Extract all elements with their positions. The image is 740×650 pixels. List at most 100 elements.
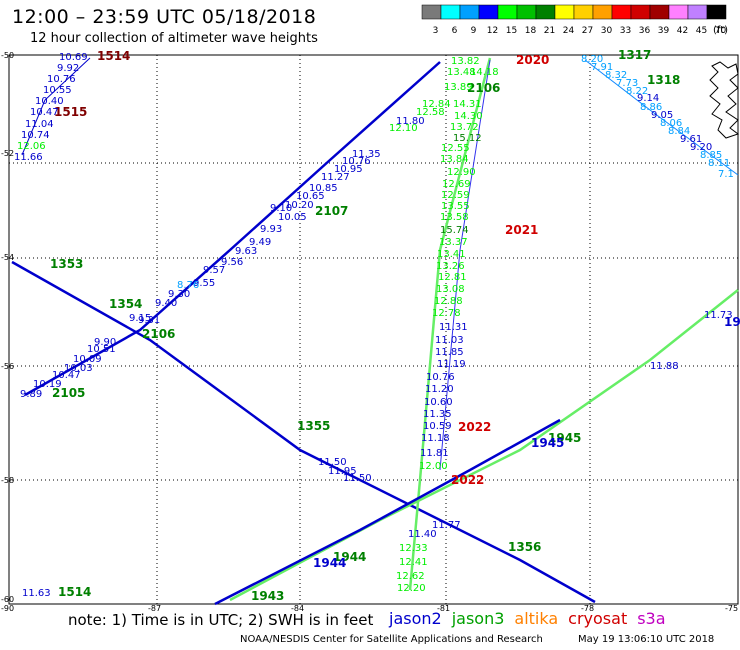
wave-height-label: 9.90 (94, 337, 116, 348)
pass-time-label: 2020 (516, 53, 549, 67)
wave-height-label: 11.85 (435, 347, 464, 358)
wave-height-label: 12.90 (447, 167, 476, 178)
satellite-legend: jason2 jason3 altika cryosat s3a (389, 609, 676, 628)
wave-height-label: 8.85 (700, 150, 722, 161)
pass-time-label: 1514 (97, 49, 130, 63)
colorbar: 3 6 9 12 15 18 21 24 27 30 33 36 39 42 45 70 (421, 4, 727, 36)
wave-height-label: 12.06 (17, 141, 46, 152)
colorbar-label: 18 (525, 26, 537, 36)
wave-height-label: 12.20 (397, 583, 426, 594)
colorbar-label: 9 (471, 26, 477, 36)
wave-height-label: 10.47 (52, 370, 81, 381)
wave-height-label: 10.59 (423, 421, 452, 432)
colorbar-label: 70 (715, 26, 727, 36)
wave-height-label: 14.31 (453, 99, 482, 110)
colorbar-swatch (592, 4, 613, 20)
wave-height-label: 12.58 (416, 107, 445, 118)
satellite-jason2: jason2 (389, 609, 442, 628)
pass-time-labels: 1514 1515 2020 2021 2022 2022 1317 1318 2106 2107… (50, 48, 740, 603)
wave-height-label: 13.26 (436, 261, 465, 272)
colorbar-swatch (630, 4, 651, 20)
colorbar-swatch (706, 4, 727, 20)
map-frame (8, 54, 739, 605)
wave-height-label: 10.09 (73, 354, 102, 365)
wave-height-label: 13.84 (440, 154, 469, 165)
wave-height-label: 10.05 (278, 212, 307, 223)
ground-tracks (11, 57, 739, 606)
colorbar-swatch (497, 4, 518, 20)
wave-height-label: 9.55 (193, 278, 215, 289)
wave-height-label: 13.72 (450, 122, 479, 133)
wave-height-label: 11.18 (421, 433, 450, 444)
lon-label: -78 (581, 604, 594, 613)
wave-height-label: 14.18 (470, 67, 499, 78)
wave-height-label: 10.19 (33, 379, 62, 390)
pass-time-label: 1515 (54, 105, 87, 119)
wave-height-label: 10.03 (64, 363, 93, 374)
wave-height-label: 9.40 (155, 298, 177, 309)
wave-height-label: 11.04 (25, 119, 54, 130)
lat-label: -60 (1, 595, 14, 604)
wave-height-label: 9.31 (138, 315, 160, 326)
pass-time-label: 1943 (251, 589, 284, 603)
wave-height-label: 12.88 (434, 296, 463, 307)
wave-height-label: 11.95 (328, 466, 357, 477)
wave-height-label: 12.81 (438, 272, 467, 283)
wave-height-label: 8.86 (640, 102, 662, 113)
lat-label: -56 (1, 362, 14, 371)
track-upper-left (21, 57, 91, 156)
colorbar-swatch (535, 4, 556, 20)
wave-height-label: 12.55 (441, 143, 470, 154)
wave-height-label: 10.76 (342, 156, 371, 167)
colorbar-label: 33 (620, 26, 631, 36)
colorbar-label: 39 (658, 26, 670, 36)
wave-height-label: 13.55 (441, 201, 470, 212)
credit-text: NOAA/NESDIS Center for Satellite Applica… (240, 634, 543, 645)
colorbar-swatch (516, 4, 537, 20)
wave-height-label: 11.35 (423, 409, 452, 420)
wave-height-label: 12.62 (396, 571, 425, 582)
coastline (709, 61, 740, 139)
wave-height-label: 10.20 (285, 200, 314, 211)
wave-height-label: 12.59 (441, 190, 470, 201)
wave-height-label: 9.56 (221, 257, 243, 268)
track-jason2-ascending-left (24, 61, 441, 397)
wave-height-label: 7.1 (718, 169, 734, 180)
wave-height-label: 11.73 (704, 310, 733, 321)
wave-height-label: 9.93 (260, 224, 282, 235)
wave-height-label: 10.51 (87, 344, 116, 355)
wave-height-label: 11.50 (318, 457, 347, 468)
wave-height-label: 8.84 (668, 126, 690, 137)
lat-label: -50 (1, 51, 14, 60)
colorbar-label: 42 (677, 26, 688, 36)
colorbar-swatch (573, 4, 594, 20)
colorbar-label: 21 (544, 26, 555, 36)
pass-time-label: 1356 (508, 540, 541, 554)
graticule (9, 55, 738, 604)
wave-height-label: 15.12 (453, 133, 482, 144)
wave-height-label: 10.76 (47, 74, 76, 85)
wave-height-label: 10.47 (30, 107, 59, 118)
pass-time-label: 1514 (58, 585, 91, 599)
satellite-s3a: s3a (637, 609, 666, 628)
pass-time-label: 19 (724, 315, 740, 329)
pass-time-label: 2105 (52, 386, 85, 400)
colorbar-swatch (687, 4, 708, 20)
wave-height-label: 10.55 (43, 85, 72, 96)
wave-height-label: 13.82 (451, 56, 480, 67)
wave-height-label: 9.15 (129, 313, 151, 324)
pass-time-label: 1354 (109, 297, 142, 311)
lon-label: -84 (291, 604, 304, 613)
track-jason2-vertical (439, 59, 491, 471)
wave-height-label: 9.30 (168, 289, 190, 300)
satellite-altika: altika (514, 609, 559, 628)
wave-height-label: 9.49 (249, 237, 271, 248)
wave-height-label: 9.57 (203, 265, 225, 276)
wave-height-label: 9.92 (57, 63, 79, 74)
wave-height-label: 10.95 (334, 164, 363, 175)
colorbar-label: 15 (506, 26, 517, 36)
colorbar-swatch (421, 4, 442, 20)
track-jason2-descending (11, 260, 596, 604)
wave-height-label: 8.76 (177, 280, 199, 291)
